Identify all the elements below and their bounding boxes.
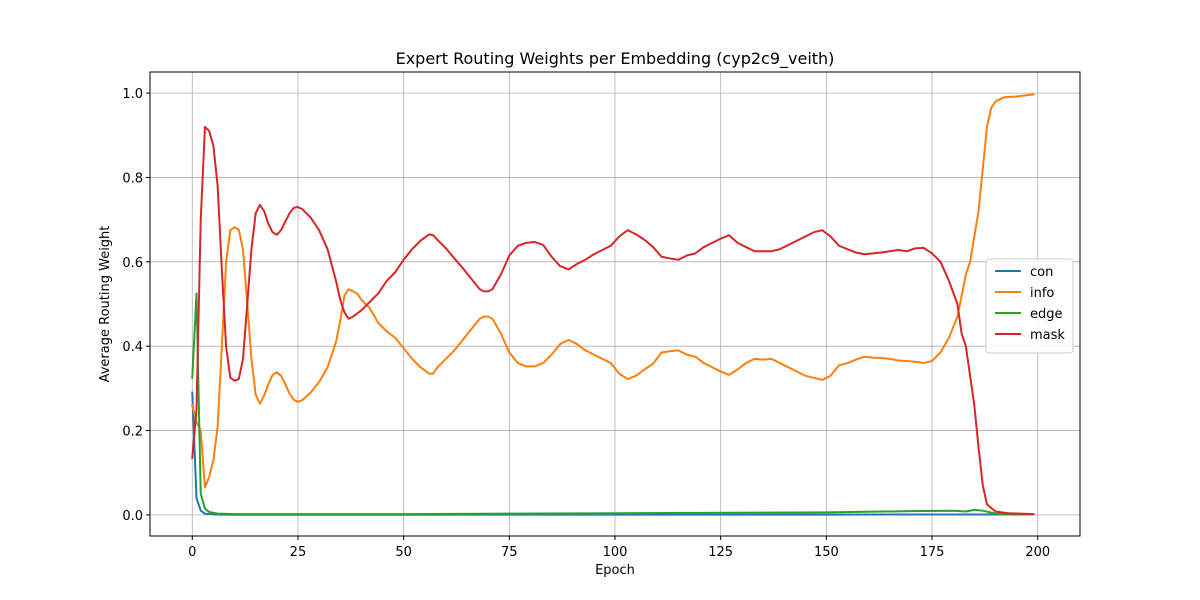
y-tick-label: 0.8	[122, 171, 143, 186]
legend-box	[985, 258, 1074, 354]
ticks: 0 25 50 75 100 125 150 175 200 0.0 0.2 0.4 0.6 0.8 1.0	[122, 87, 1050, 560]
y-tick-label: 0.0	[122, 509, 143, 524]
x-tick-label: 200	[1025, 545, 1050, 560]
legend-label-edge: edge	[1030, 307, 1063, 322]
legend-label-con: con	[1030, 265, 1053, 280]
x-tick-label: 100	[603, 545, 628, 560]
y-tick-label: 0.2	[122, 425, 143, 440]
y-tick-label: 0.6	[122, 256, 143, 271]
legend-label-info: info	[1030, 286, 1054, 301]
x-tick-label: 50	[395, 545, 412, 560]
x-axis-label: Epoch	[595, 563, 635, 578]
y-tick-label: 0.4	[122, 340, 143, 355]
plot-lines	[191, 93, 1035, 516]
grid	[150, 72, 1080, 536]
chart-title: Expert Routing Weights per Embedding (cy…	[396, 49, 835, 69]
series-line-con	[191, 391, 1035, 516]
series-line-edge	[191, 292, 1035, 516]
x-tick-label: 125	[708, 545, 733, 560]
x-tick-label: 0	[188, 545, 196, 560]
legend: con info edge mask	[985, 258, 1074, 354]
series-line-info	[191, 93, 1035, 489]
x-tick-label: 150	[814, 545, 839, 560]
series-line-mask	[191, 125, 1035, 516]
x-tick-label: 25	[290, 545, 307, 560]
x-tick-label: 75	[501, 545, 518, 560]
legend-label-mask: mask	[1030, 328, 1065, 343]
y-axis-label: Average Routing Weight	[98, 226, 113, 383]
x-tick-label: 175	[920, 545, 945, 560]
y-tick-label: 1.0	[122, 87, 143, 102]
